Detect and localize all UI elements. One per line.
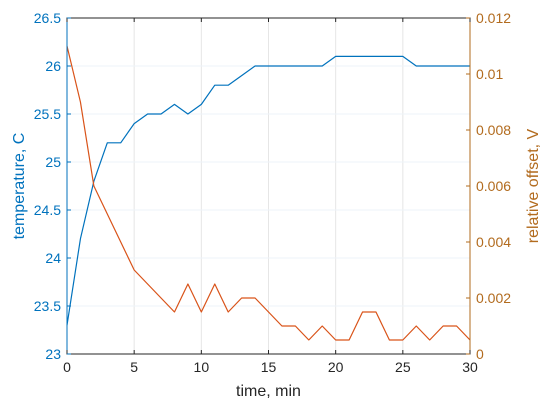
right-tick-label: 0.01 bbox=[476, 66, 503, 82]
right-tick-label: 0 bbox=[476, 346, 484, 362]
left-tick-label: 23 bbox=[45, 346, 61, 362]
x-tick-label: 20 bbox=[328, 359, 344, 375]
left-tick-label: 24 bbox=[45, 250, 61, 266]
left-tick-label: 24.5 bbox=[34, 202, 61, 218]
x-tick-label: 0 bbox=[63, 359, 71, 375]
relative-offset-series-line bbox=[66, 45, 471, 341]
x-axis-label: time, min bbox=[236, 383, 301, 400]
x-axis-ticks: 0 5 10 15 20 25 30 bbox=[63, 18, 478, 375]
x-tick-label: 15 bbox=[261, 359, 277, 375]
left-tick-label: 25 bbox=[45, 154, 61, 170]
x-tick-label: 10 bbox=[194, 359, 210, 375]
left-tick-label: 25.5 bbox=[34, 106, 61, 122]
right-tick-label: 0.004 bbox=[476, 234, 511, 250]
right-tick-label: 0.006 bbox=[476, 178, 511, 194]
x-tick-label: 5 bbox=[130, 359, 138, 375]
left-tick-label: 26 bbox=[45, 58, 61, 74]
series-layer bbox=[66, 45, 471, 341]
gridlines bbox=[67, 18, 470, 354]
x-tick-label: 30 bbox=[462, 359, 478, 375]
x-tick-label: 25 bbox=[395, 359, 411, 375]
left-y-axis-label: temperature, C bbox=[11, 133, 28, 240]
right-tick-label: 0.002 bbox=[476, 290, 511, 306]
left-tick-label: 26.5 bbox=[34, 10, 61, 26]
right-y-axis-label: relative offset, V bbox=[525, 128, 542, 243]
left-axis-ticks: 23 23.5 24 24.5 25 25.5 26 26.5 bbox=[34, 10, 71, 362]
temperature-series-line bbox=[66, 55, 470, 326]
left-tick-label: 23.5 bbox=[34, 298, 61, 314]
right-tick-label: 0.008 bbox=[476, 122, 511, 138]
right-tick-label: 0.012 bbox=[476, 10, 511, 26]
right-axis-ticks: 0 0.002 0.004 0.006 0.008 0.01 0.012 bbox=[466, 10, 511, 362]
